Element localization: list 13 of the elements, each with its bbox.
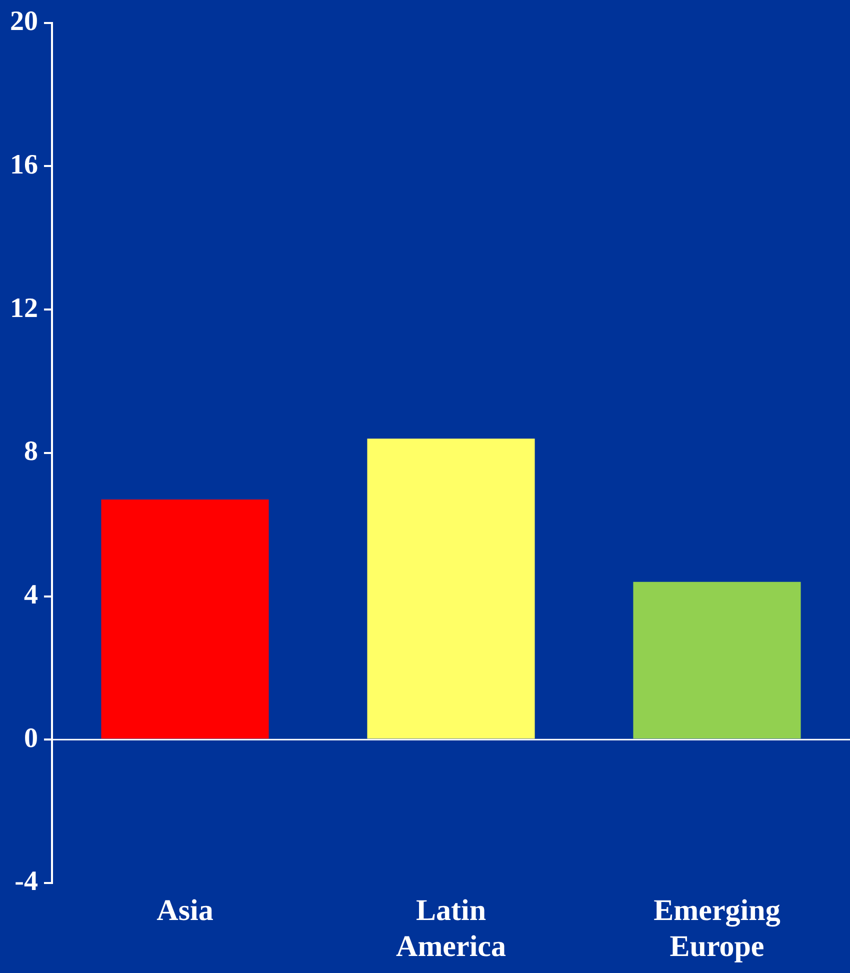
y-tick-label: 8: [24, 436, 38, 468]
y-tick-label: 4: [24, 580, 38, 610]
x-tick-label: Latin America: [396, 894, 506, 963]
y-tick-label: 0: [24, 722, 38, 754]
bar: [367, 438, 535, 739]
x-tick-label: Emerging Europe: [654, 894, 780, 963]
y-tick-label: 12: [10, 292, 38, 324]
y-tick-label: 20: [10, 6, 38, 38]
bar: [101, 499, 269, 739]
y-tick-label: -4: [14, 866, 38, 898]
bar: [633, 582, 801, 739]
y-tick-label: 16: [10, 149, 38, 180]
x-tick-label: Asia: [156, 894, 214, 927]
